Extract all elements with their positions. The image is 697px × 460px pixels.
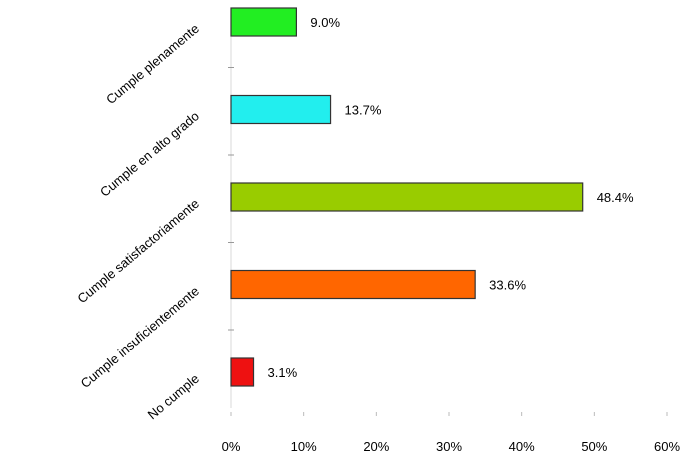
data-label: 13.7% [345,103,382,118]
category-label: Cumple insuficientemente [78,283,202,391]
bar [230,94,332,125]
data-label: 48.4% [597,190,634,205]
x-tick-label: 50% [581,439,607,454]
bar [230,269,476,300]
category-label: No cumple [145,371,202,422]
category-label: Cumple satisfactoriamente [74,196,202,306]
data-label: 9.0% [310,15,340,30]
x-tick-label: 60% [654,439,680,454]
bar [230,182,584,212]
data-label: 3.1% [268,365,298,380]
category-label: Cumple plenamente [103,21,202,107]
x-tick-label: 0% [222,439,241,454]
category-label: Cumple en alto grado [97,108,202,199]
bar [230,357,255,387]
data-label: 33.6% [489,278,526,293]
bar [230,7,298,37]
x-tick-label: 10% [291,439,317,454]
x-tick-label: 40% [509,439,535,454]
x-tick-label: 30% [436,439,462,454]
x-tick-label: 20% [363,439,389,454]
